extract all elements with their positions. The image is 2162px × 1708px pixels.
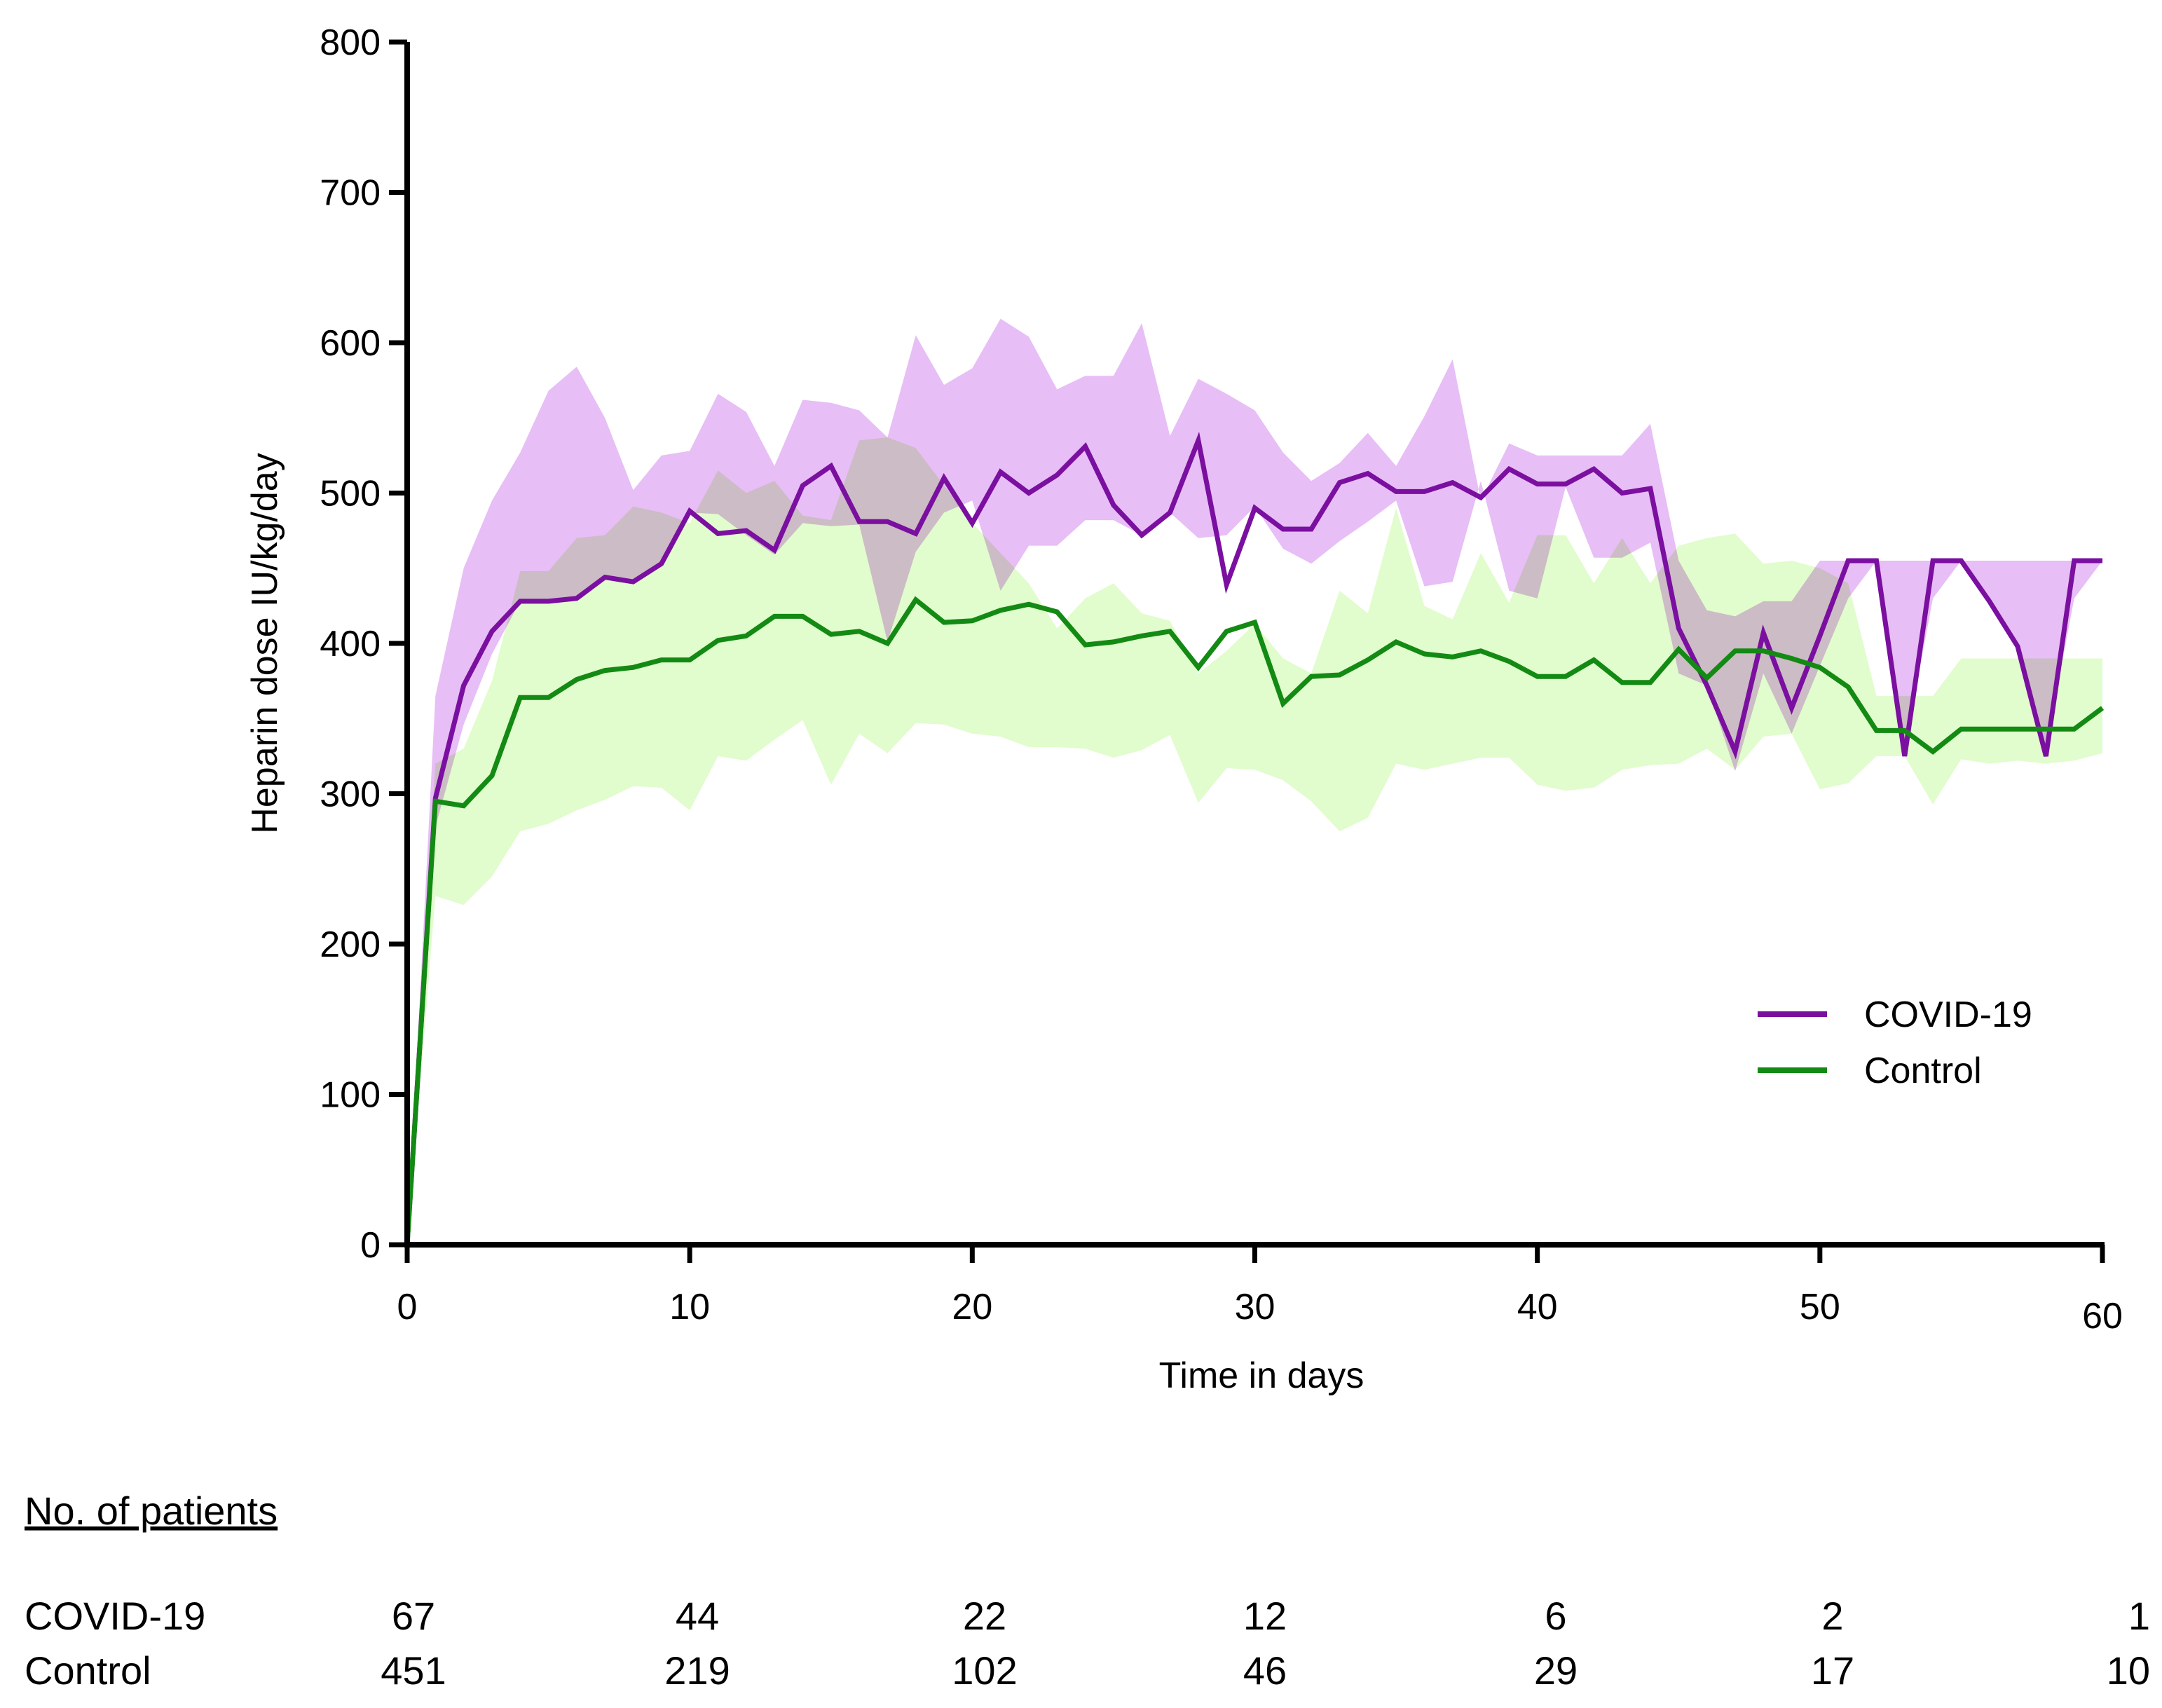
x-tick-label: 60: [2082, 1296, 2123, 1337]
risk-cell: 219: [664, 1648, 730, 1693]
x-tick-label: 20: [952, 1287, 992, 1327]
risk-cell: 44: [676, 1594, 719, 1638]
x-tick-label: 30: [1235, 1287, 1275, 1327]
risk-row-label: COVID-19: [25, 1594, 205, 1638]
band-covid: [407, 318, 2102, 1245]
legend-label-covid: COVID-19: [1864, 995, 2032, 1035]
line-control: [404, 596, 2105, 1245]
risk-row-label: Control: [25, 1648, 151, 1693]
legend: COVID-19 Control: [1758, 995, 2032, 1091]
risk-table: No. of patients COVID-19 67 44 22 12 6 2 1 Contr…: [25, 1489, 2150, 1693]
risk-cell: 17: [1811, 1648, 1854, 1693]
y-tick-label: 0: [360, 1225, 381, 1266]
x-axis-title: Time in days: [1159, 1355, 1364, 1396]
risk-cell: 2: [1821, 1594, 1843, 1638]
x-tick-label: 10: [669, 1287, 710, 1327]
risk-cell: 6: [1545, 1594, 1566, 1638]
y-tick-label: 400: [320, 624, 381, 664]
risk-table-heading: No. of patients: [25, 1489, 278, 1533]
legend-label-control: Control: [1864, 1051, 1982, 1091]
y-axis-title: Heparin dose IU/kg/day: [245, 453, 285, 833]
risk-cell: 10: [2107, 1648, 2150, 1693]
risk-cell: 29: [1534, 1648, 1578, 1693]
risk-cell: 102: [952, 1648, 1017, 1693]
risk-cell: 46: [1243, 1648, 1287, 1693]
y-axis-ticks: 0 100 200 300 400 500 600 700 800: [320, 22, 407, 1266]
risk-cell: 1: [2128, 1594, 2150, 1638]
x-tick-label: 0: [397, 1287, 418, 1327]
y-tick-label: 700: [320, 173, 381, 214]
band-control: [407, 437, 2102, 1245]
x-axis-ticks: 0 10 20 30 40 50 60: [397, 1245, 2123, 1337]
x-tick-label: 50: [1800, 1287, 1840, 1327]
x-tick-label: 40: [1517, 1287, 1558, 1327]
y-tick-label: 800: [320, 22, 381, 63]
risk-cell: 22: [963, 1594, 1006, 1638]
line-covid: [404, 431, 2102, 1245]
risk-cell: 12: [1243, 1594, 1287, 1638]
y-tick-label: 500: [320, 474, 381, 514]
series-lines: [404, 431, 2105, 1245]
y-tick-label: 300: [320, 774, 381, 815]
risk-cell: 451: [381, 1648, 446, 1693]
y-tick-label: 100: [320, 1075, 381, 1116]
confidence-bands: [407, 318, 2102, 1245]
y-tick-label: 200: [320, 924, 381, 965]
y-tick-label: 600: [320, 323, 381, 364]
risk-cell: 67: [392, 1594, 435, 1638]
